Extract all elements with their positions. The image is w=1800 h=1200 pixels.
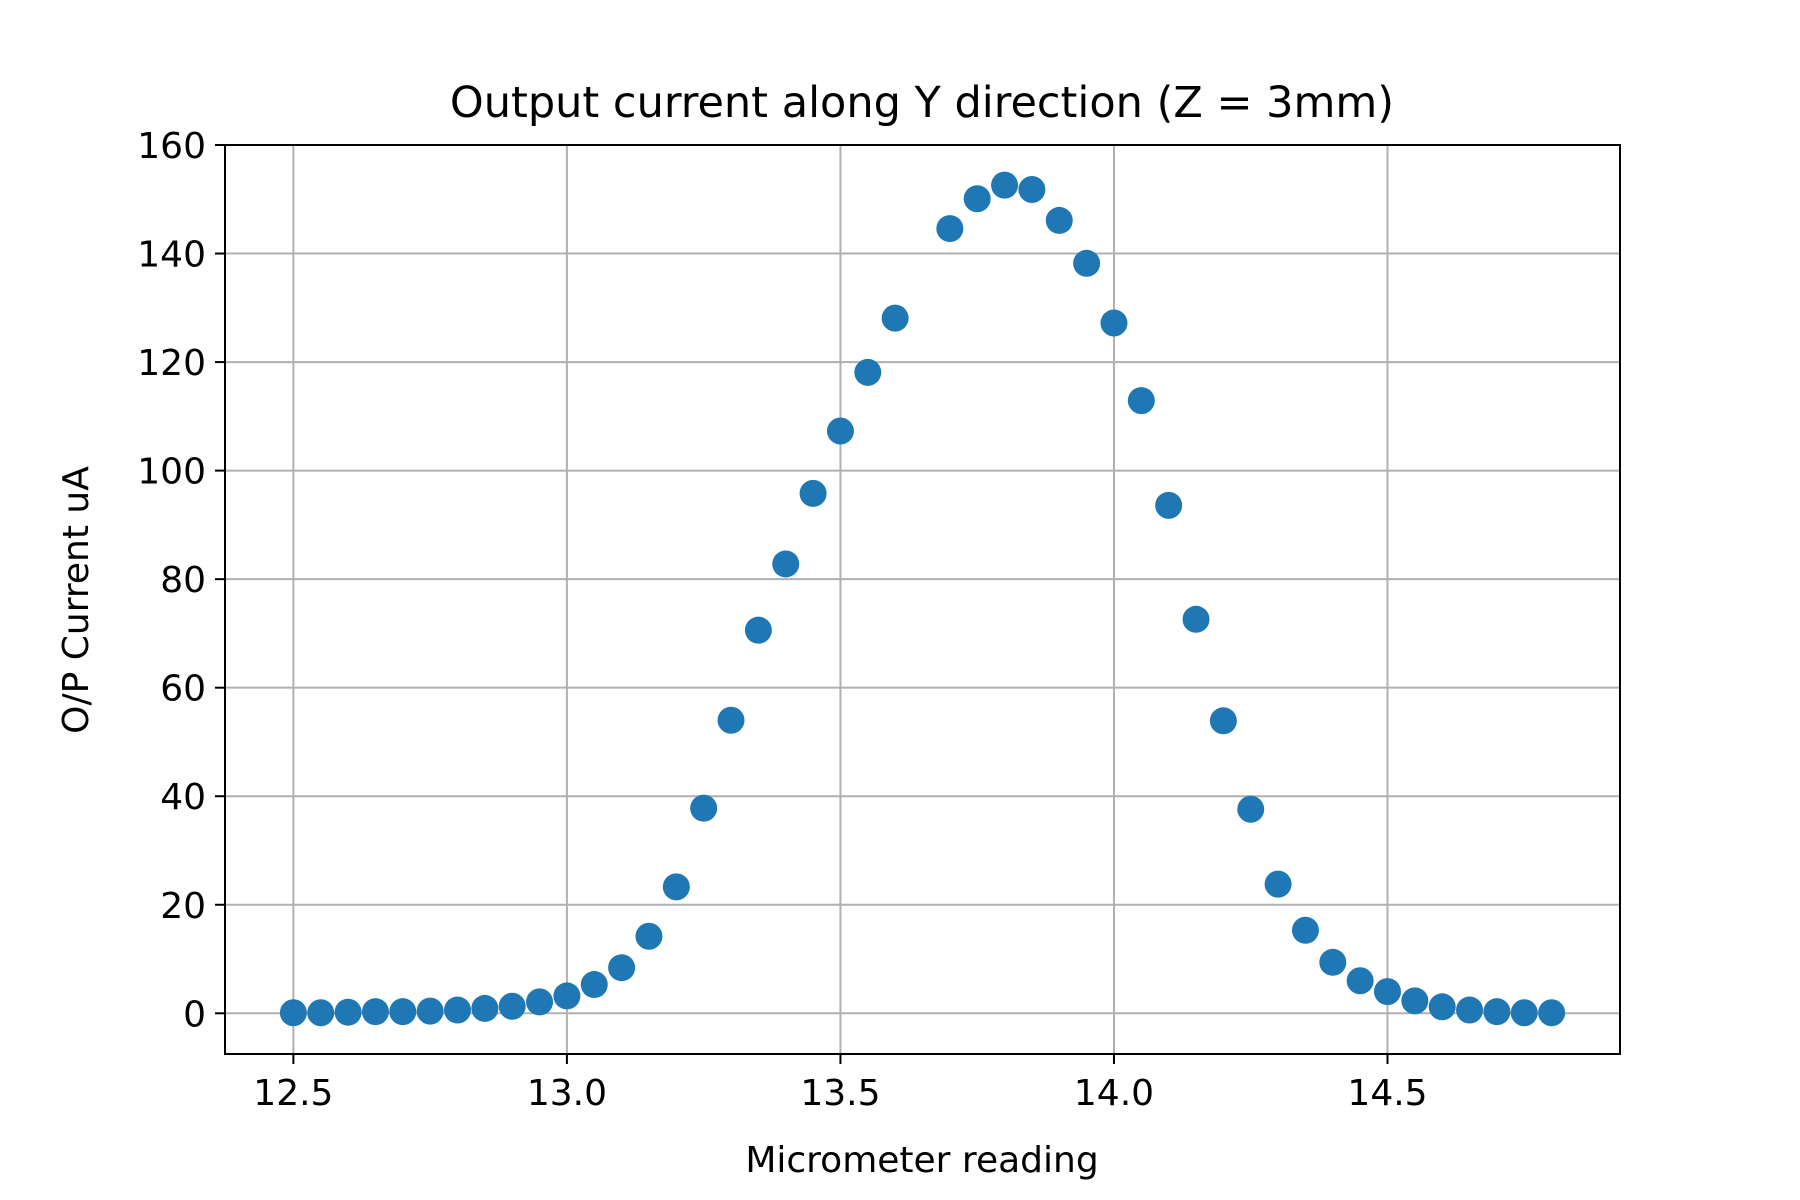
scatter-point <box>799 479 827 507</box>
scatter-point <box>1073 249 1101 277</box>
scatter-point <box>334 998 362 1026</box>
scatter-point <box>1237 795 1265 823</box>
scatter-point <box>498 992 526 1020</box>
y-tick-label: 0 <box>183 994 206 1035</box>
scatter-point <box>1127 387 1155 415</box>
x-tick-label: 13.5 <box>800 1073 880 1114</box>
x-tick-label: 14.0 <box>1074 1073 1154 1114</box>
chart-title: Output current along Y direction (Z = 3m… <box>450 78 1394 128</box>
scatter-point <box>361 998 389 1026</box>
scatter-point <box>389 998 417 1026</box>
y-tick-label: 60 <box>160 669 206 710</box>
scatter-point <box>1182 605 1210 633</box>
scatter-point <box>662 873 690 901</box>
scatter-point <box>1483 998 1511 1026</box>
scatter-point <box>1374 978 1401 1006</box>
scatter-point <box>1018 176 1046 204</box>
scatter-point <box>553 982 581 1010</box>
plot-frame <box>224 144 1621 1055</box>
scatter-point <box>963 185 991 213</box>
y-axis-label: O/P Current uA <box>56 466 97 734</box>
scatter-point <box>1456 996 1484 1024</box>
scatter-point <box>1209 707 1237 735</box>
scatter-point <box>991 171 1019 199</box>
scatter-point <box>1319 948 1347 976</box>
scatter-point <box>307 999 335 1027</box>
y-tick-label: 140 <box>137 235 206 276</box>
scatter-point <box>1428 993 1456 1021</box>
scatter-point <box>526 988 554 1016</box>
scatter-point <box>1264 870 1292 898</box>
scatter-point <box>1155 491 1183 519</box>
scatter-point <box>1538 999 1566 1027</box>
scatter-point <box>690 794 718 822</box>
scatter-point <box>1045 206 1073 234</box>
scatter-point <box>881 304 909 332</box>
y-tick-label: 40 <box>160 777 206 818</box>
scatter-point <box>772 550 800 578</box>
scatter-point <box>717 706 745 734</box>
scatter-point <box>826 417 854 445</box>
scatter-point <box>1346 967 1374 995</box>
scatter-point <box>1401 987 1429 1015</box>
scatter-point <box>608 954 636 982</box>
scatter-point <box>471 994 499 1022</box>
scatter-point <box>580 971 608 999</box>
y-tick-label: 20 <box>160 886 206 927</box>
scatter-point <box>1100 309 1128 337</box>
data-points <box>279 171 1566 1027</box>
scatter-point <box>279 999 307 1027</box>
y-tick-label: 120 <box>137 343 206 384</box>
y-tick-label: 100 <box>137 452 206 493</box>
x-tick-label: 12.5 <box>253 1073 333 1114</box>
x-axis-label: Micrometer reading <box>745 1140 1098 1181</box>
scatter-point <box>854 358 882 386</box>
x-tick-label: 13.0 <box>527 1073 607 1114</box>
scatter-point <box>1291 916 1319 944</box>
y-tick-label: 160 <box>137 126 206 167</box>
y-tick-label: 80 <box>160 560 206 601</box>
scatter-point <box>744 616 772 644</box>
scatter-point <box>444 996 471 1024</box>
scatter-point <box>1510 999 1538 1027</box>
scatter-point <box>936 215 964 243</box>
axis-ticks: 12.5 13.0 13.5 14.0 14.5 0 20 40 60 80 100 120 140 16… <box>137 126 1427 1114</box>
scatter-point <box>416 997 444 1025</box>
scatter-point <box>635 922 663 950</box>
x-tick-label: 14.5 <box>1347 1073 1427 1114</box>
